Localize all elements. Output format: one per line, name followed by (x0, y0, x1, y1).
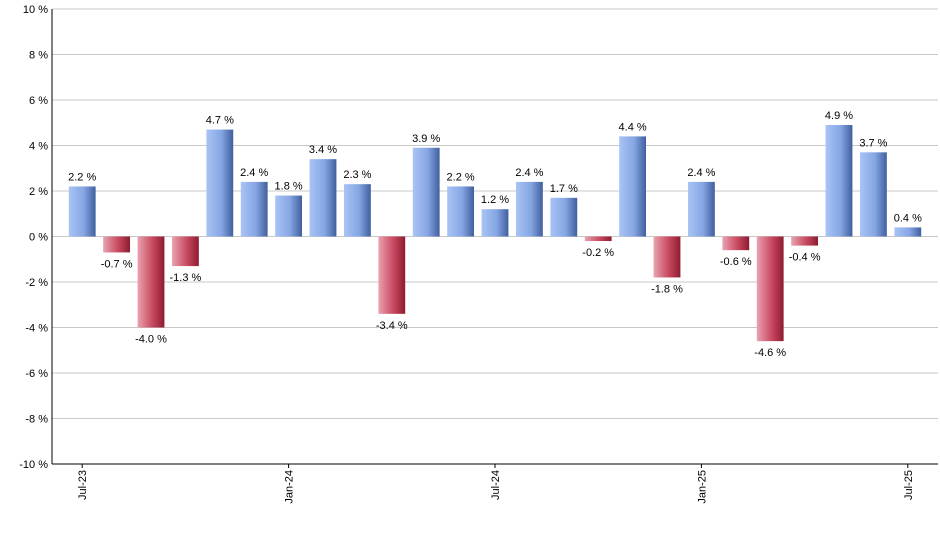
data-label: 1.7 % (550, 183, 578, 195)
bar (687, 181, 715, 237)
bar (206, 129, 234, 237)
bar (240, 181, 268, 237)
bar (653, 236, 681, 278)
data-label: 3.4 % (309, 144, 337, 156)
y-tick-label: -10 % (19, 459, 48, 471)
x-tick-label: Jul-24 (490, 470, 502, 500)
y-tick-label: 4 % (29, 141, 48, 153)
data-label: 0.4 % (894, 212, 922, 224)
data-label: 4.7 % (206, 115, 234, 127)
bar (825, 125, 853, 237)
data-label: -1.8 % (651, 283, 683, 295)
bar (137, 236, 165, 328)
bar (584, 236, 612, 242)
bar (447, 186, 475, 237)
y-tick-label: 8 % (29, 50, 48, 62)
data-label: 4.4 % (619, 121, 647, 133)
y-tick-label: 0 % (29, 232, 48, 244)
data-label: -3.4 % (376, 320, 408, 332)
data-label: -0.6 % (720, 256, 752, 268)
x-tick-label: Jul-25 (903, 470, 915, 500)
y-tick-label: 6 % (29, 95, 48, 107)
bar (378, 236, 406, 314)
bar (722, 236, 750, 251)
bars (68, 125, 922, 342)
bar (791, 236, 819, 246)
data-label: -1.3 % (170, 272, 202, 284)
y-tick-label: 2 % (29, 186, 48, 198)
data-label: 2.2 % (447, 171, 475, 183)
x-tick-label: Jan-24 (284, 470, 296, 504)
y-tick-label: -6 % (25, 368, 48, 380)
bar (309, 159, 337, 237)
bar (343, 184, 371, 237)
bar (756, 236, 784, 342)
bar (859, 152, 887, 237)
bar (103, 236, 131, 253)
data-labels: 2.2 % -0.7 % -4.0 % -1.3 % 4.7 % 2.4 % 1.8 % 3.… (68, 110, 922, 359)
data-label: 2.3 % (343, 169, 371, 181)
data-label: 1.8 % (275, 181, 303, 193)
data-label: 4.9 % (825, 110, 853, 122)
x-tick-label: Jan-25 (696, 470, 708, 504)
bar (171, 236, 199, 267)
bar (894, 227, 922, 237)
data-label: -0.7 % (101, 258, 133, 270)
bar (515, 181, 543, 237)
data-label: 3.9 % (412, 133, 440, 145)
data-label: -4.0 % (135, 334, 167, 346)
y-tick-label: -2 % (25, 277, 48, 289)
bar (619, 136, 647, 237)
data-label: 1.2 % (481, 194, 509, 206)
bar (275, 195, 303, 237)
axes: 10 % 8 % 6 % 4 % 2 % 0 % -2 % -4 % -6 % -8 % -10 %… (19, 4, 938, 504)
data-label: -4.6 % (754, 347, 786, 359)
bar (481, 209, 509, 237)
y-tick-label: -4 % (25, 323, 48, 335)
data-label: 2.4 % (515, 167, 543, 179)
bar (550, 197, 578, 237)
data-label: 3.7 % (859, 137, 887, 149)
data-label: -0.4 % (789, 252, 821, 264)
y-tick-label: -8 % (25, 414, 48, 426)
bar (412, 147, 440, 237)
x-tick-label: Jul-23 (77, 470, 89, 500)
bar (68, 186, 96, 237)
data-label: 2.4 % (240, 167, 268, 179)
y-tick-label: 10 % (23, 4, 48, 16)
data-label: 2.4 % (687, 167, 715, 179)
data-label: -0.2 % (582, 247, 614, 259)
data-label: 2.2 % (68, 171, 96, 183)
